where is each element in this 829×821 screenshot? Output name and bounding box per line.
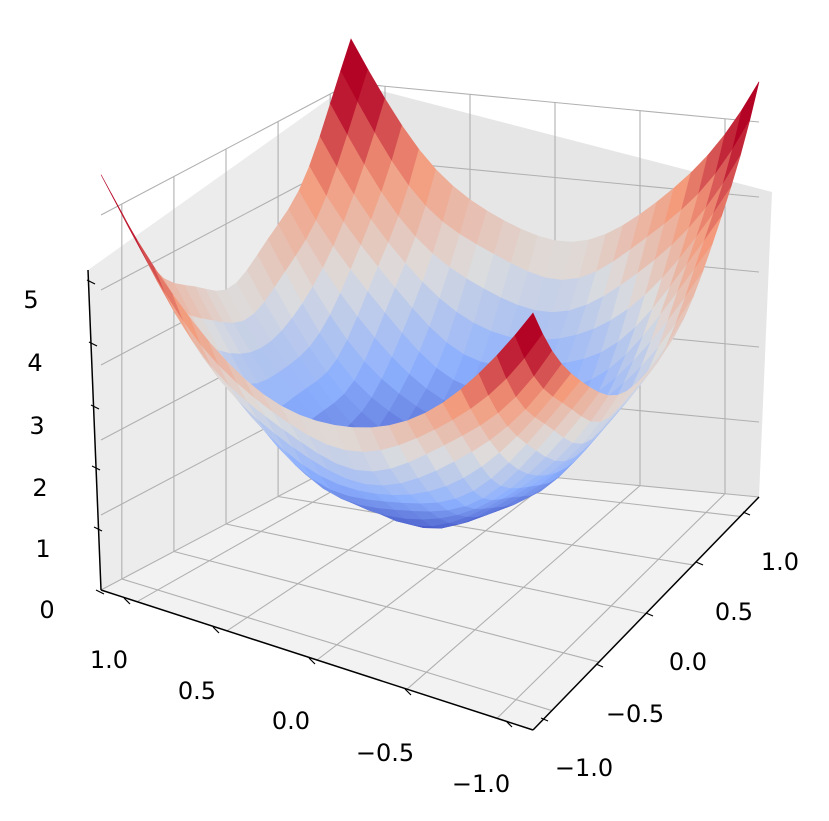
y-tick-label: 1.0 (761, 548, 799, 576)
y-tick-label: 0.0 (669, 648, 707, 676)
x-tick-label: 0.5 (178, 677, 216, 705)
x-ticks: 1.0 0.5 0.0 −0.5 −1.0 (90, 597, 513, 798)
z-tick-label: 4 (27, 349, 42, 377)
y-tick-mark (645, 612, 654, 617)
wall-grid-line (350, 82, 760, 123)
x-tick-mark (404, 688, 412, 696)
y-tick-mark (595, 663, 604, 668)
x-tick-label: 1.0 (90, 646, 128, 674)
x-tick-mark (505, 720, 513, 728)
x-tick-label: −0.5 (356, 739, 414, 767)
z-tick-mark (93, 526, 103, 532)
z-tick-label: 1 (35, 535, 50, 563)
z-tick-label: 2 (32, 474, 47, 502)
z-axis-line (87, 269, 102, 591)
y-tick-label: 0.5 (715, 598, 753, 626)
x-tick-mark (123, 597, 131, 605)
y-tick-mark (540, 717, 549, 722)
z-tick-mark (90, 404, 100, 410)
z-tick-label: 0 (39, 596, 54, 624)
surface-facet (732, 81, 760, 150)
floor-grid-line (496, 493, 726, 719)
x-tick-label: 0.0 (272, 707, 310, 735)
z-tick-label: 3 (29, 412, 44, 440)
z-ticks: 0 1 2 3 4 5 (23, 279, 105, 624)
wall-grid-line (100, 82, 352, 216)
y-tick-label: −1.0 (555, 754, 613, 782)
x-axis-line (100, 589, 534, 731)
z-tick-mark (86, 279, 96, 285)
surface-facet (514, 312, 543, 359)
y-ticks: 1.0 0.5 0.0 −0.5 −1.0 (540, 511, 799, 782)
y-tick-mark (695, 561, 704, 566)
z-tick-label: 5 (23, 286, 38, 314)
y-tick-mark (742, 511, 751, 516)
z-tick-mark (91, 465, 101, 471)
floor-grid-line (316, 477, 556, 661)
x-tick-label: −1.0 (452, 770, 510, 798)
surface-mesh (100, 38, 760, 529)
x-tick-mark (212, 626, 220, 634)
y-tick-label: −0.5 (606, 700, 664, 728)
wall-grid-line (100, 457, 352, 591)
floor-grid-line (406, 485, 641, 690)
x-tick-mark (308, 657, 316, 665)
z-tick-mark (95, 589, 105, 595)
z-tick-mark (88, 341, 98, 347)
